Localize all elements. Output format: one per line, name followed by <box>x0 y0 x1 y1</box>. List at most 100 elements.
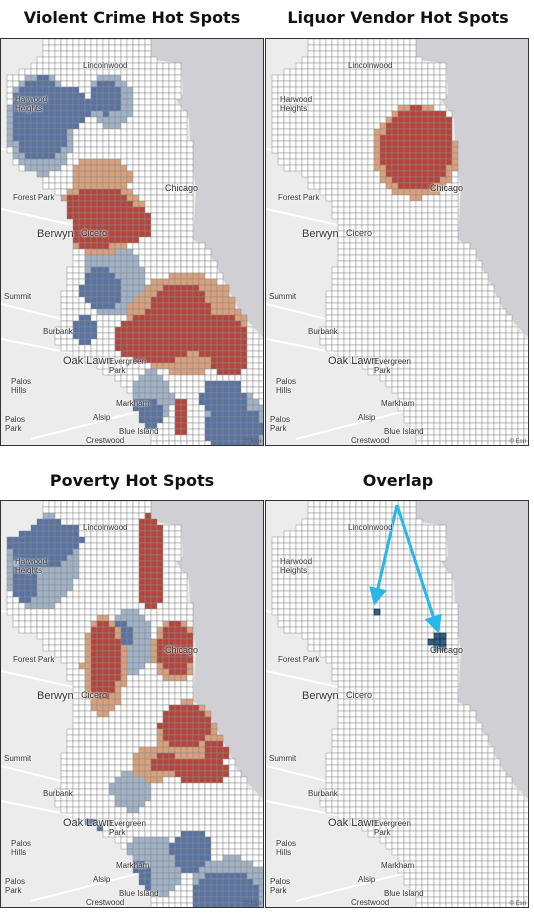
grid-cell-not-significant <box>373 320 381 328</box>
grid-cell-cold-spot-99 <box>204 434 212 442</box>
grid-cell-not-significant <box>144 194 152 202</box>
grid-cell-not-significant <box>385 39 393 46</box>
grid-cell-hot-spot-90 <box>108 242 116 250</box>
grid-cell-not-significant <box>361 140 369 148</box>
grid-cell-cold-spot-90 <box>246 404 254 412</box>
grid-cell-not-significant <box>252 374 260 382</box>
grid-cell-not-significant <box>421 302 429 310</box>
map-poverty[interactable]: Lincolnwood Harwood Heights Chicago Forest … <box>0 500 264 908</box>
grid-cell-hot-spot-99 <box>415 140 423 148</box>
grid-cell-not-significant <box>132 128 140 136</box>
grid-cell-not-significant <box>379 200 387 208</box>
grid-cell-not-significant <box>246 332 254 340</box>
grid-cell-not-significant <box>319 50 327 58</box>
grid-cell-not-significant <box>90 716 98 724</box>
grid-cell-cold-spot-99 <box>216 404 224 412</box>
grid-cell-not-significant <box>475 440 483 445</box>
grid-cell-cold-spot-99 <box>72 116 80 124</box>
grid-cell-not-significant <box>367 320 375 328</box>
grid-cell-not-significant <box>174 206 182 214</box>
grid-cell-not-significant <box>72 296 80 304</box>
grid-cell-cold-spot-99 <box>204 422 212 430</box>
grid-cell-hot-spot-99 <box>162 338 170 346</box>
grid-cell-not-significant <box>126 752 134 760</box>
grid-cell-not-significant <box>433 320 441 328</box>
grid-cell-not-significant <box>66 590 74 598</box>
map-violent[interactable]: Lincolnwood Harwood Heights Chicago Forest … <box>0 38 264 446</box>
grid-cell-cold-spot-99 <box>90 290 98 298</box>
grid-cell-not-significant <box>415 302 423 310</box>
grid-cell-hot-spot-99 <box>168 620 176 628</box>
grid-cell-hot-spot-99 <box>210 320 218 328</box>
grid-cell-not-significant <box>234 800 242 808</box>
grid-cell-hot-spot-99 <box>222 332 230 340</box>
grid-cell-not-significant <box>343 122 351 130</box>
place-label-forest-park: Forest Park <box>13 193 55 202</box>
grid-cell-not-significant <box>126 68 134 76</box>
grid-cell-hot-spot-90 <box>144 284 152 292</box>
grid-cell-not-significant <box>385 374 393 382</box>
grid-cell-cold-spot-90 <box>120 776 128 784</box>
grid-cell-hot-spot-90 <box>409 194 417 202</box>
grid-cell-not-significant <box>433 302 441 310</box>
grid-cell-not-significant <box>421 326 429 334</box>
grid-cell-not-significant <box>343 140 351 148</box>
grid-cell-hot-spot-90 <box>168 272 176 280</box>
grid-cell-hot-spot-90 <box>373 140 381 148</box>
grid-cell-not-significant <box>379 344 387 352</box>
grid-cell-not-significant <box>355 254 363 262</box>
grid-cell-not-significant <box>433 224 441 232</box>
grid-cell-not-significant <box>403 224 411 232</box>
grid-cell-not-significant <box>138 501 146 508</box>
grid-cell-cold-spot-90 <box>246 398 254 406</box>
grid-cell-not-significant <box>517 380 525 388</box>
grid-cell-not-significant <box>391 320 399 328</box>
grid-cell-hot-spot-90 <box>385 176 393 184</box>
grid-cell-hot-spot-90 <box>120 242 128 250</box>
grid-cell-hot-spot-99 <box>72 206 80 214</box>
grid-cell-not-significant <box>168 614 176 622</box>
grid-cell-not-significant <box>96 734 104 742</box>
grid-cell-not-significant <box>132 104 140 112</box>
grid-cell-hot-spot-99 <box>174 740 182 748</box>
grid-cell-cold-spot-99 <box>54 524 62 532</box>
grid-cell-cold-spot-90 <box>66 134 74 142</box>
grid-cell-not-significant <box>78 344 86 352</box>
grid-cell-cold-spot-90 <box>60 560 68 568</box>
grid-cell-hot-spot-99 <box>138 578 146 586</box>
grid-cell-not-significant <box>222 758 230 766</box>
grid-cell-hot-spot-99 <box>180 740 188 748</box>
grid-cell-not-significant <box>349 302 357 310</box>
grid-cell-not-significant <box>144 272 152 280</box>
place-label-oak-lawn: Oak Lawn <box>63 355 113 367</box>
grid-cell-not-significant <box>331 308 339 316</box>
grid-cell-not-significant <box>433 344 441 352</box>
grid-cell-not-significant <box>246 350 254 358</box>
grid-cell-not-significant <box>289 152 297 160</box>
grid-cell-hot-spot-99 <box>192 716 200 724</box>
grid-cell-cold-spot-90 <box>96 116 104 124</box>
map-liquor[interactable]: Lincolnwood Harwood Heights Chicago Forest … <box>265 38 529 446</box>
grid-cell-hot-spot-90 <box>156 362 164 370</box>
grid-cell-not-significant <box>361 134 369 142</box>
grid-cell-hot-spot-99 <box>138 206 146 214</box>
grid-cell-not-significant <box>84 602 92 610</box>
grid-cell-not-significant <box>210 368 218 376</box>
grid-cell-not-significant <box>180 212 188 220</box>
grid-cell-not-significant <box>240 386 248 394</box>
grid-cell-not-significant <box>216 794 224 802</box>
grid-cell-hot-spot-99 <box>84 212 92 220</box>
grid-cell-not-significant <box>78 554 86 562</box>
grid-cell-hot-spot-90 <box>210 734 218 742</box>
grid-cell-not-significant <box>126 548 134 556</box>
grid-cell-not-significant <box>409 338 417 346</box>
grid-cell-not-significant <box>379 272 387 280</box>
grid-cell-hot-spot-99 <box>210 362 218 370</box>
grid-cell-not-significant <box>60 501 68 508</box>
grid-cell-cold-spot-90 <box>30 164 38 172</box>
grid-cell-hot-spot-99 <box>403 176 411 184</box>
grid-cell-hot-spot-90 <box>156 278 164 286</box>
grid-cell-hot-spot-99 <box>138 572 146 580</box>
grid-cell-not-significant <box>240 380 248 388</box>
grid-cell-hot-spot-90 <box>150 746 158 754</box>
